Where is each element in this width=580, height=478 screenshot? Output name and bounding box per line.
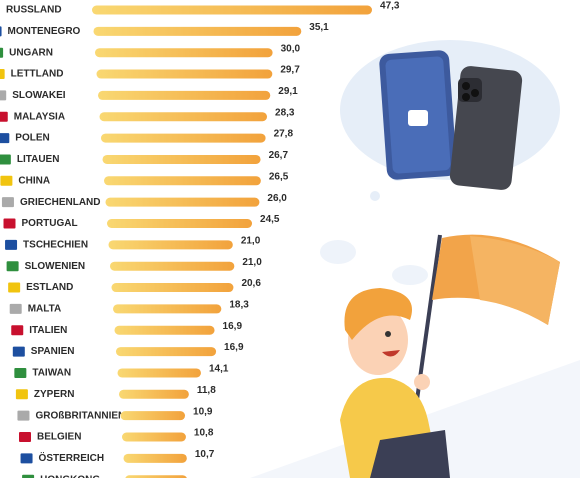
- value-label: 29,7: [280, 65, 300, 76]
- flag: [19, 432, 31, 442]
- bar: [114, 325, 215, 335]
- flag: [0, 26, 2, 37]
- bar: [123, 453, 187, 463]
- bar: [99, 112, 268, 122]
- flag: [20, 453, 33, 464]
- bar: [122, 432, 186, 442]
- bar: [95, 48, 273, 58]
- category-label: LITAUEN: [17, 154, 60, 165]
- category-label: ÖSTERREICH: [39, 451, 105, 464]
- bar: [108, 240, 233, 250]
- value-label: 26,5: [269, 171, 289, 182]
- flag: [0, 154, 11, 165]
- bar: [98, 90, 271, 100]
- value-label: 11,8: [197, 385, 216, 396]
- value-label: 21,0: [241, 235, 261, 246]
- bar: [105, 197, 260, 207]
- category-label: MALTA: [28, 304, 62, 315]
- category-label: CHINA: [18, 175, 50, 186]
- category-label: BELGIEN: [37, 432, 81, 443]
- value-label: 28,3: [275, 107, 295, 118]
- flag: [15, 389, 28, 400]
- category-label: TAIWAN: [32, 368, 71, 379]
- bar: [119, 389, 189, 399]
- flag: [0, 133, 10, 144]
- flag: [0, 90, 7, 101]
- flag: [0, 111, 8, 122]
- value-label: 26,0: [267, 193, 287, 204]
- value-label: 35,1: [309, 22, 329, 33]
- value-label: 14,1: [209, 364, 229, 375]
- flag: [12, 346, 25, 357]
- category-label: SLOWENIEN: [25, 261, 86, 272]
- category-label: PORTUGAL: [22, 218, 78, 229]
- value-label: 47,3: [380, 1, 400, 12]
- value-label: 20,6: [241, 278, 261, 289]
- flag: [8, 282, 21, 293]
- bar: [116, 347, 217, 357]
- value-label: 10,7: [195, 449, 215, 460]
- bar: [104, 176, 261, 186]
- category-label: ZYPERN: [34, 389, 75, 400]
- value-label: 24,5: [260, 214, 280, 225]
- category-label: HONGKONG: [40, 474, 100, 478]
- category-label: UNGARN: [9, 47, 53, 58]
- bar: [120, 411, 186, 421]
- bar: [107, 219, 253, 228]
- flag: [0, 47, 4, 58]
- value-label: 10,9: [193, 406, 213, 417]
- category-label: RUSSLAND: [6, 5, 62, 16]
- category-label: GRIECHENLAND: [20, 197, 101, 208]
- bar: [113, 304, 222, 314]
- value-label: 30,0: [281, 43, 301, 54]
- bar: [102, 154, 261, 164]
- bar: [96, 69, 273, 79]
- category-label: GROßBRITANNIEN: [35, 410, 125, 421]
- flag: [22, 474, 35, 478]
- category-label: POLEN: [15, 133, 49, 144]
- flag: [17, 410, 30, 421]
- flag: [0, 69, 5, 80]
- bar: [93, 26, 302, 36]
- value-label: 16,9: [224, 342, 244, 353]
- flag: [9, 303, 22, 314]
- category-label: TSCHECHIEN: [23, 239, 88, 250]
- value-label: 26,7: [269, 150, 289, 161]
- category-label: SPANIEN: [31, 346, 75, 357]
- value-label: 10,8: [194, 428, 214, 439]
- bar: [111, 283, 234, 293]
- flag: [14, 367, 27, 378]
- bar: [92, 5, 373, 15]
- category-label: SLOWAKEI: [12, 90, 66, 101]
- bar: [117, 368, 201, 378]
- category-label: MALAYSIA: [14, 111, 65, 122]
- flag: [6, 261, 19, 272]
- category-label: LETTLAND: [11, 69, 64, 80]
- value-label: 21,0: [242, 257, 262, 268]
- value-label: 27,8: [274, 129, 294, 140]
- bar: [110, 261, 235, 271]
- value-label: 18,3: [229, 300, 249, 311]
- flag: [1, 197, 14, 208]
- flag: [11, 325, 24, 336]
- bar: [125, 475, 187, 478]
- category-label: MONTENEGRO: [8, 26, 81, 37]
- flag: [5, 239, 18, 250]
- illustration: $: [250, 40, 580, 478]
- category-label: ITALIEN: [29, 325, 67, 336]
- flag: [0, 175, 13, 186]
- category-label: ESTLAND: [26, 282, 73, 293]
- flag: [3, 218, 16, 229]
- bar: [101, 133, 266, 143]
- value-label: 29,1: [278, 86, 298, 97]
- value-label: 16,9: [223, 321, 243, 332]
